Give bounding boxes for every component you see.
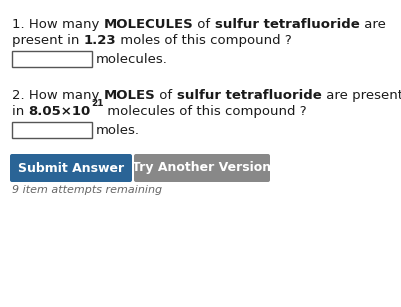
- Text: 8.05×10: 8.05×10: [28, 105, 91, 118]
- Text: 21: 21: [91, 99, 103, 108]
- FancyBboxPatch shape: [12, 51, 92, 67]
- FancyBboxPatch shape: [134, 154, 269, 182]
- Text: in: in: [12, 105, 28, 118]
- Text: Try Another Version: Try Another Version: [132, 161, 271, 174]
- Text: 1.23: 1.23: [83, 34, 116, 47]
- Text: sulfur tetrafluoride: sulfur tetrafluoride: [214, 18, 358, 31]
- Text: molecules of this compound ?: molecules of this compound ?: [103, 105, 306, 118]
- Text: moles of this compound ?: moles of this compound ?: [116, 34, 291, 47]
- Text: 1. How many: 1. How many: [12, 18, 103, 31]
- Text: 2. How many: 2. How many: [12, 89, 103, 102]
- FancyBboxPatch shape: [10, 154, 132, 182]
- Text: moles.: moles.: [96, 124, 140, 137]
- Text: sulfur tetrafluoride: sulfur tetrafluoride: [176, 89, 321, 102]
- Text: of: of: [155, 89, 176, 102]
- Text: molecules.: molecules.: [96, 53, 168, 66]
- Text: are: are: [358, 18, 385, 31]
- Text: 9 item attempts remaining: 9 item attempts remaining: [12, 185, 162, 195]
- Text: MOLECULES: MOLECULES: [103, 18, 193, 31]
- Text: are present: are present: [321, 89, 401, 102]
- Text: present in: present in: [12, 34, 83, 47]
- Text: of: of: [193, 18, 214, 31]
- Text: Submit Answer: Submit Answer: [18, 161, 124, 174]
- Text: MOLES: MOLES: [103, 89, 155, 102]
- FancyBboxPatch shape: [12, 122, 92, 138]
